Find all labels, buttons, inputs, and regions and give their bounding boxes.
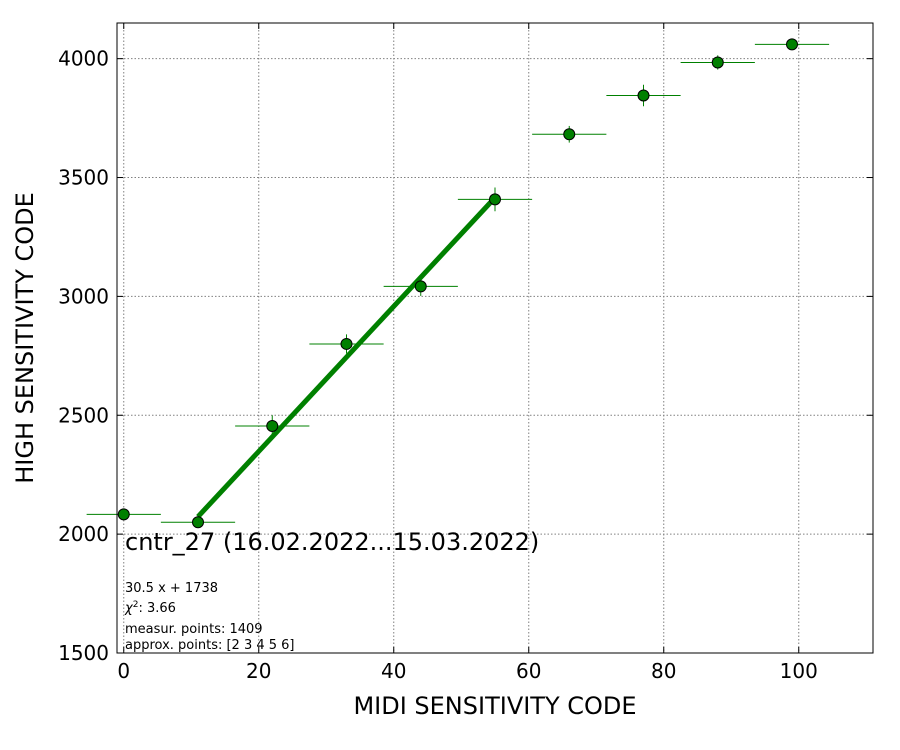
y-tick-label: 2000 [58,522,109,546]
y-tick-label: 3000 [58,284,109,308]
data-point [711,56,724,69]
y-tick-label: 2500 [58,403,109,427]
x-tick-label: 40 [381,659,406,683]
data-point [563,128,576,141]
y-tick-label: 4000 [58,47,109,71]
x-tick-label: 60 [516,659,541,683]
y-tick-label: 1500 [58,641,109,665]
measur-points: measur. points: 1409 [125,622,263,637]
chi2-annotation: χ2: 3.66 [124,600,176,616]
data-points-layer [86,38,830,529]
plot-frame [116,22,874,654]
data-point [340,337,353,350]
chi2-superscript: 2 [133,600,139,610]
approx-points: approx. points: [2 3 4 5 6] [125,638,295,653]
x-tick-label: 100 [780,659,818,683]
x-tick-label: 80 [651,659,676,683]
x-axis-label: MIDI SENSITIVITY CODE [353,692,636,720]
grid [117,23,873,654]
ticks: 0 20 40 60 80 100 1500 2000 2500 3000 3500 4000 [58,23,873,683]
x-tick-label: 20 [246,659,271,683]
data-point [266,419,279,432]
chart-title: cntr_27 (16.02.2022...15.03.2022) [125,528,539,556]
fit-equation: 30.5 x + 1738 [125,581,218,596]
fit-line-layer [196,195,497,519]
x-tick-label: 0 [117,659,130,683]
data-point [786,38,798,51]
y-tick-label: 3500 [58,166,109,190]
data-point [192,516,204,529]
y-axis-label: HIGH SENSITIVITY CODE [11,192,39,484]
data-point [117,508,130,521]
data-point [637,89,650,102]
data-point [414,280,427,293]
chi2-value: : 3.66 [138,601,175,616]
fit-line [196,195,497,519]
chi2-symbol: χ [124,601,134,616]
data-point [489,193,501,206]
